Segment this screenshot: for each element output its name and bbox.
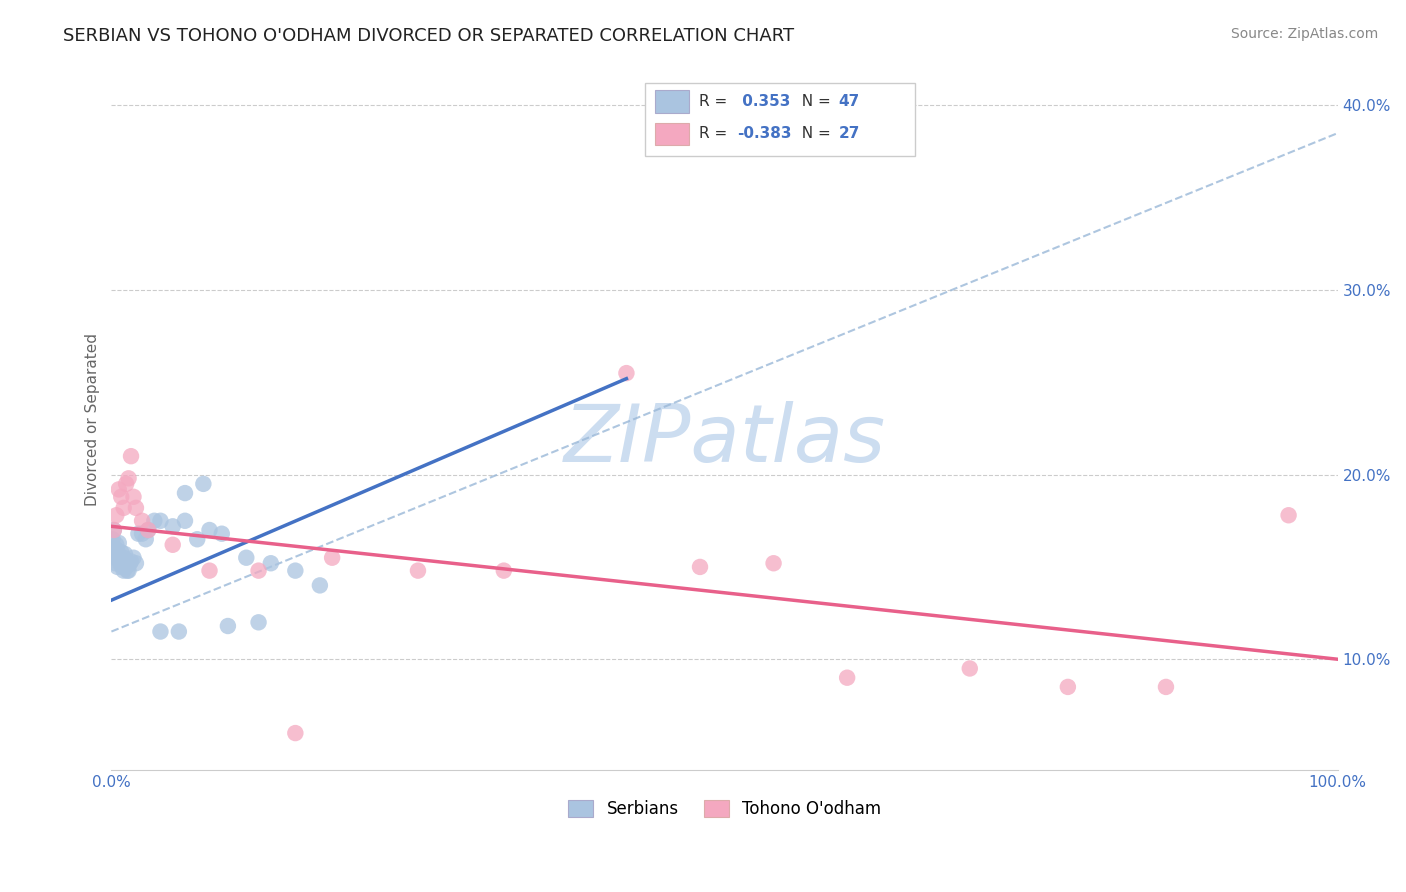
Text: Source: ZipAtlas.com: Source: ZipAtlas.com bbox=[1230, 27, 1378, 41]
Point bbox=[108, 550, 131, 565]
Point bbox=[110, 554, 132, 568]
Text: 47: 47 bbox=[838, 94, 860, 109]
Text: 0.353: 0.353 bbox=[737, 94, 790, 109]
Point bbox=[1154, 680, 1177, 694]
Point bbox=[309, 578, 332, 592]
Y-axis label: Divorced or Separated: Divorced or Separated bbox=[86, 333, 100, 506]
Point bbox=[149, 624, 172, 639]
Point bbox=[149, 514, 172, 528]
Text: N =: N = bbox=[792, 94, 835, 109]
Point bbox=[174, 486, 197, 500]
Point bbox=[117, 471, 139, 485]
Point bbox=[616, 366, 638, 380]
Point bbox=[217, 619, 239, 633]
Point bbox=[103, 523, 125, 537]
Point bbox=[105, 508, 128, 523]
Point bbox=[115, 560, 138, 574]
Point bbox=[122, 490, 145, 504]
Point bbox=[111, 560, 134, 574]
Point bbox=[112, 500, 135, 515]
FancyBboxPatch shape bbox=[655, 122, 689, 145]
Point bbox=[260, 556, 283, 570]
Point bbox=[247, 564, 270, 578]
Point bbox=[959, 661, 981, 675]
Point bbox=[162, 519, 184, 533]
Point bbox=[108, 556, 131, 570]
Point bbox=[186, 533, 208, 547]
Text: N =: N = bbox=[792, 127, 835, 141]
Point bbox=[110, 490, 132, 504]
Point bbox=[321, 550, 343, 565]
Legend: Serbians, Tohono O'odham: Serbians, Tohono O'odham bbox=[561, 793, 887, 825]
Point bbox=[136, 523, 159, 537]
Point bbox=[115, 476, 138, 491]
Point bbox=[143, 514, 166, 528]
Point bbox=[127, 526, 149, 541]
Point bbox=[104, 556, 127, 570]
Point bbox=[131, 514, 153, 528]
Point bbox=[104, 541, 127, 556]
Point bbox=[107, 483, 129, 497]
Text: SERBIAN VS TOHONO O'ODHAM DIVORCED OR SEPARATED CORRELATION CHART: SERBIAN VS TOHONO O'ODHAM DIVORCED OR SE… bbox=[63, 27, 794, 45]
Point bbox=[105, 538, 128, 552]
Point bbox=[689, 560, 711, 574]
Point bbox=[762, 556, 785, 570]
Point bbox=[120, 449, 142, 463]
Point bbox=[837, 671, 859, 685]
Point bbox=[107, 560, 129, 574]
Point bbox=[1057, 680, 1080, 694]
Text: 27: 27 bbox=[838, 127, 860, 141]
Point bbox=[235, 550, 257, 565]
Point bbox=[112, 564, 135, 578]
Point bbox=[125, 500, 148, 515]
Point bbox=[284, 564, 307, 578]
Point bbox=[492, 564, 515, 578]
Point bbox=[105, 550, 128, 565]
Point bbox=[406, 564, 429, 578]
Point bbox=[107, 545, 129, 559]
Text: R =: R = bbox=[699, 94, 733, 109]
Point bbox=[110, 545, 132, 559]
Point bbox=[107, 536, 129, 550]
Point bbox=[120, 554, 142, 568]
Point bbox=[211, 526, 233, 541]
Point bbox=[247, 615, 270, 630]
Point bbox=[118, 556, 141, 570]
Point bbox=[1277, 508, 1299, 523]
FancyBboxPatch shape bbox=[645, 83, 914, 156]
Point bbox=[107, 550, 129, 565]
Text: R =: R = bbox=[699, 127, 733, 141]
Point bbox=[122, 550, 145, 565]
Text: ZIPatlas: ZIPatlas bbox=[564, 401, 886, 479]
Point bbox=[112, 550, 135, 565]
Point bbox=[125, 556, 148, 570]
Point bbox=[117, 564, 139, 578]
Point bbox=[101, 533, 124, 547]
Point bbox=[167, 624, 190, 639]
Point bbox=[114, 547, 136, 561]
Point bbox=[198, 523, 221, 537]
Point bbox=[136, 523, 159, 537]
FancyBboxPatch shape bbox=[655, 90, 689, 112]
Point bbox=[162, 538, 184, 552]
Point bbox=[135, 533, 157, 547]
Text: -0.383: -0.383 bbox=[737, 127, 792, 141]
Point bbox=[198, 564, 221, 578]
Point bbox=[103, 523, 125, 537]
Point bbox=[131, 526, 153, 541]
Point bbox=[117, 564, 139, 578]
Point bbox=[284, 726, 307, 740]
Point bbox=[174, 514, 197, 528]
Point bbox=[193, 476, 215, 491]
Point bbox=[103, 545, 125, 559]
